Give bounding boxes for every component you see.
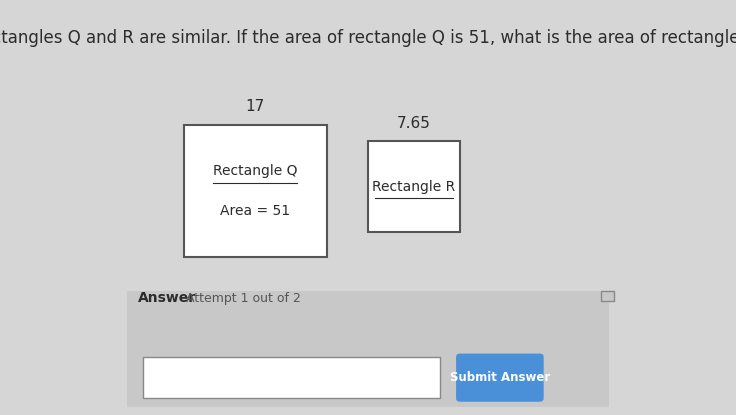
Text: 17: 17	[246, 99, 265, 114]
FancyBboxPatch shape	[127, 290, 609, 407]
Text: 7.65: 7.65	[397, 116, 431, 131]
FancyBboxPatch shape	[183, 124, 327, 257]
Text: Rectangle Q: Rectangle Q	[213, 164, 297, 178]
Text: Submit Answer: Submit Answer	[450, 371, 550, 384]
FancyBboxPatch shape	[143, 357, 439, 398]
Text: Answer: Answer	[138, 291, 196, 305]
FancyBboxPatch shape	[368, 141, 460, 232]
FancyBboxPatch shape	[601, 290, 614, 301]
Text: Rectangles Q and R are similar. If the area of rectangle Q is 51, what is the ar: Rectangles Q and R are similar. If the a…	[0, 29, 736, 47]
Text: Area = 51: Area = 51	[220, 204, 291, 218]
Text: Attempt 1 out of 2: Attempt 1 out of 2	[186, 292, 301, 305]
FancyBboxPatch shape	[456, 354, 544, 402]
Text: Rectangle R: Rectangle R	[372, 180, 456, 194]
